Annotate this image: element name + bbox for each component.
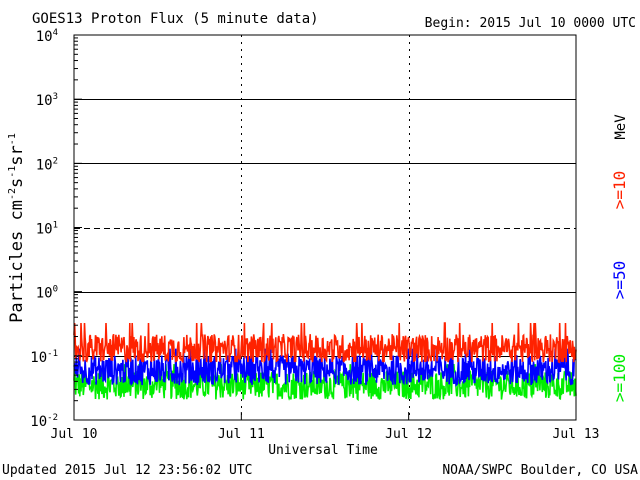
x-tick-label-2: Jul 12: [385, 427, 432, 442]
y-tick-label-1: 103: [36, 92, 58, 109]
x-tick-label-3: Jul 13: [553, 427, 600, 442]
begin-text: Begin: 2015 Jul 10 0000 UTC: [425, 16, 636, 31]
x-tick-label-1: Jul 11: [218, 427, 265, 442]
legend-series-ge10: >=10: [610, 171, 629, 210]
chart-title: GOES13 Proton Flux (5 minute data): [32, 11, 319, 27]
footer-credit: NOAA/SWPC Boulder, CO USA: [442, 463, 638, 478]
x-axis-label: Universal Time: [268, 443, 378, 458]
data-series: [73, 322, 577, 402]
series-line-1: [73, 347, 577, 388]
legend-unit-mev: MeV: [613, 114, 629, 140]
y-tick-label-2: 102: [36, 156, 58, 173]
y-tick-label-0: 104: [36, 28, 58, 45]
y-axis-label: Particles cm-2s-1sr-1: [7, 133, 27, 323]
x-tick-labels: Jul 10 Jul 11 Jul 12 Jul 13: [51, 412, 600, 442]
y-tick-labels: 104 103 102 101 100 10-1 10-2: [30, 28, 82, 430]
footer-updated: Updated 2015 Jul 12 23:56:02 UTC: [2, 463, 252, 478]
x-tick-label-0: Jul 10: [51, 427, 98, 442]
y-tick-label-3: 101: [36, 221, 58, 238]
legend-series-ge50: >=50: [610, 261, 629, 300]
day-markers: [241, 35, 410, 420]
legend-series-ge100: >=100: [610, 354, 629, 402]
y-tick-label-4: 100: [36, 285, 58, 302]
y-tick-label-6: 10-2: [30, 413, 58, 430]
gridlines: [74, 99, 576, 357]
y-tick-label-5: 10-1: [30, 349, 58, 366]
series-line-0: [73, 322, 577, 364]
